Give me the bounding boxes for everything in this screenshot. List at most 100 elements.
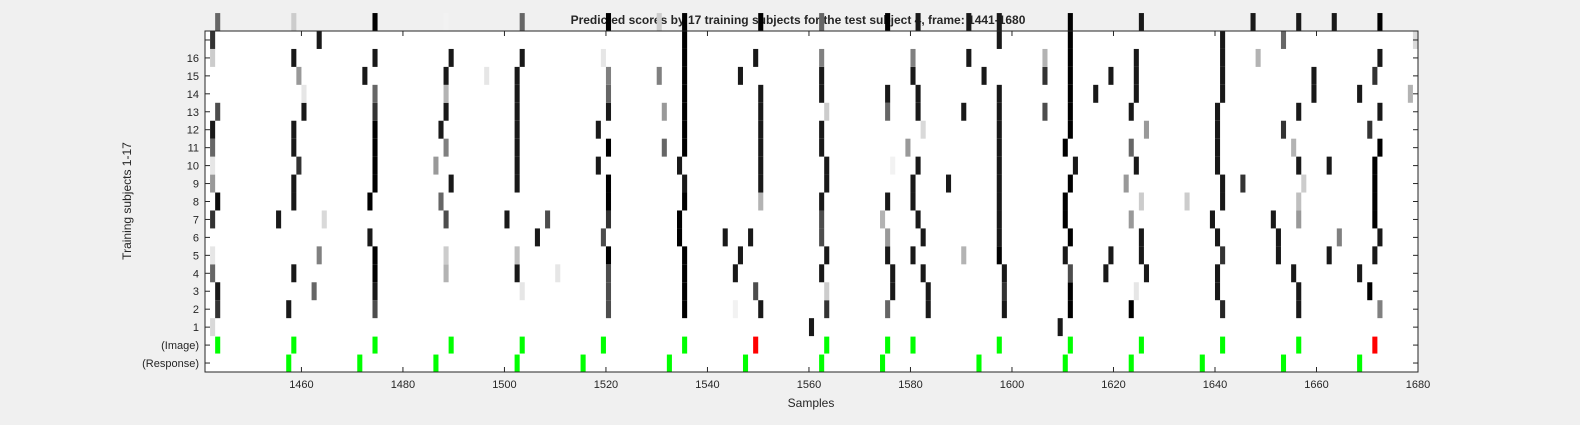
score-cell (286, 300, 292, 319)
score-cell (1042, 102, 1048, 121)
score-cell (819, 264, 825, 283)
response-marker (357, 354, 363, 372)
score-cell (910, 48, 916, 67)
score-cell (819, 192, 825, 211)
score-cell (682, 13, 688, 31)
score-cell (1143, 264, 1150, 283)
image-marker (1138, 336, 1144, 354)
score-cell (1250, 13, 1256, 31)
score-cell (443, 102, 449, 121)
image-marker (519, 336, 525, 354)
y-tick-label: 1 (193, 322, 199, 334)
score-cell (656, 66, 662, 85)
score-cell (682, 48, 688, 67)
score-cell (1214, 264, 1221, 283)
score-cell (885, 300, 891, 319)
score-cell (605, 138, 612, 157)
score-cell (519, 48, 525, 67)
score-cell (514, 264, 520, 283)
score-cell (819, 84, 825, 103)
score-cell (682, 246, 688, 265)
y-axis-label: Training subjects 1-17 (120, 142, 134, 260)
score-cell (1220, 48, 1226, 67)
y-tick-label: (Image) (161, 340, 199, 352)
x-tick-label: 1480 (391, 379, 415, 391)
score-cell (443, 13, 449, 31)
y-tick-label: 2 (193, 304, 199, 316)
score-cell (291, 120, 297, 139)
score-cell (996, 120, 1002, 139)
y-tick-label: 14 (187, 89, 199, 101)
score-cell (514, 156, 520, 175)
score-cell (1214, 228, 1221, 247)
score-cell (910, 192, 916, 211)
y-tick-label: 7 (193, 214, 199, 226)
score-cell (682, 300, 688, 319)
score-cell (656, 13, 662, 31)
score-cell (910, 246, 916, 265)
score-cell (758, 174, 764, 193)
score-cell (448, 174, 454, 193)
score-cell (1357, 84, 1363, 103)
score-cell (819, 210, 825, 229)
score-cell (1128, 138, 1134, 157)
score-cell (758, 156, 764, 175)
score-cell (372, 48, 378, 67)
score-cell (1220, 31, 1226, 49)
score-cell (682, 84, 688, 103)
score-cell (920, 264, 926, 283)
score-cell (996, 174, 1002, 193)
score-cell (1143, 120, 1150, 139)
response-marker (1199, 354, 1205, 372)
score-cell (605, 264, 612, 283)
score-cell (1138, 192, 1144, 211)
response-marker (1062, 354, 1068, 372)
score-cell (1270, 210, 1276, 229)
score-cell (722, 228, 728, 247)
score-cell (677, 210, 683, 229)
score-cell (372, 264, 378, 283)
score-cell (966, 48, 972, 67)
score-cell (215, 300, 221, 319)
score-cell (605, 13, 612, 31)
y-tick-label: 9 (193, 179, 199, 191)
score-cell (210, 264, 216, 283)
image-marker (753, 336, 759, 354)
x-tick-label: 1680 (1406, 379, 1430, 391)
score-cell (1291, 138, 1297, 157)
score-cell (215, 13, 221, 31)
score-cell (885, 246, 891, 265)
score-cell (1331, 13, 1337, 31)
score-cell (915, 210, 921, 229)
y-tick-label: 16 (187, 53, 199, 65)
score-cell (1062, 210, 1068, 229)
cells-layer (210, 13, 1418, 337)
score-cell (1001, 282, 1007, 301)
score-cell (885, 102, 891, 121)
score-cell (514, 138, 520, 157)
score-cell (824, 174, 830, 193)
score-cell (996, 138, 1002, 157)
score-cell (443, 264, 449, 283)
score-cell (210, 156, 216, 175)
score-cell (996, 228, 1002, 247)
score-cell (433, 156, 439, 175)
score-cell (1128, 210, 1134, 229)
y-tick-label: 15 (187, 71, 199, 83)
score-cell (758, 84, 764, 103)
score-cell (600, 48, 606, 67)
image-marker (910, 336, 916, 354)
score-cell (885, 84, 891, 103)
score-cell (1255, 48, 1261, 67)
score-cell (443, 66, 449, 85)
score-cell (443, 84, 449, 103)
image-marker (682, 336, 688, 354)
score-cell (372, 84, 378, 103)
score-cell (605, 192, 612, 211)
response-marker (1280, 354, 1287, 372)
y-tick-label: 4 (193, 268, 199, 280)
score-cell (1001, 264, 1007, 283)
score-cell (996, 192, 1002, 211)
